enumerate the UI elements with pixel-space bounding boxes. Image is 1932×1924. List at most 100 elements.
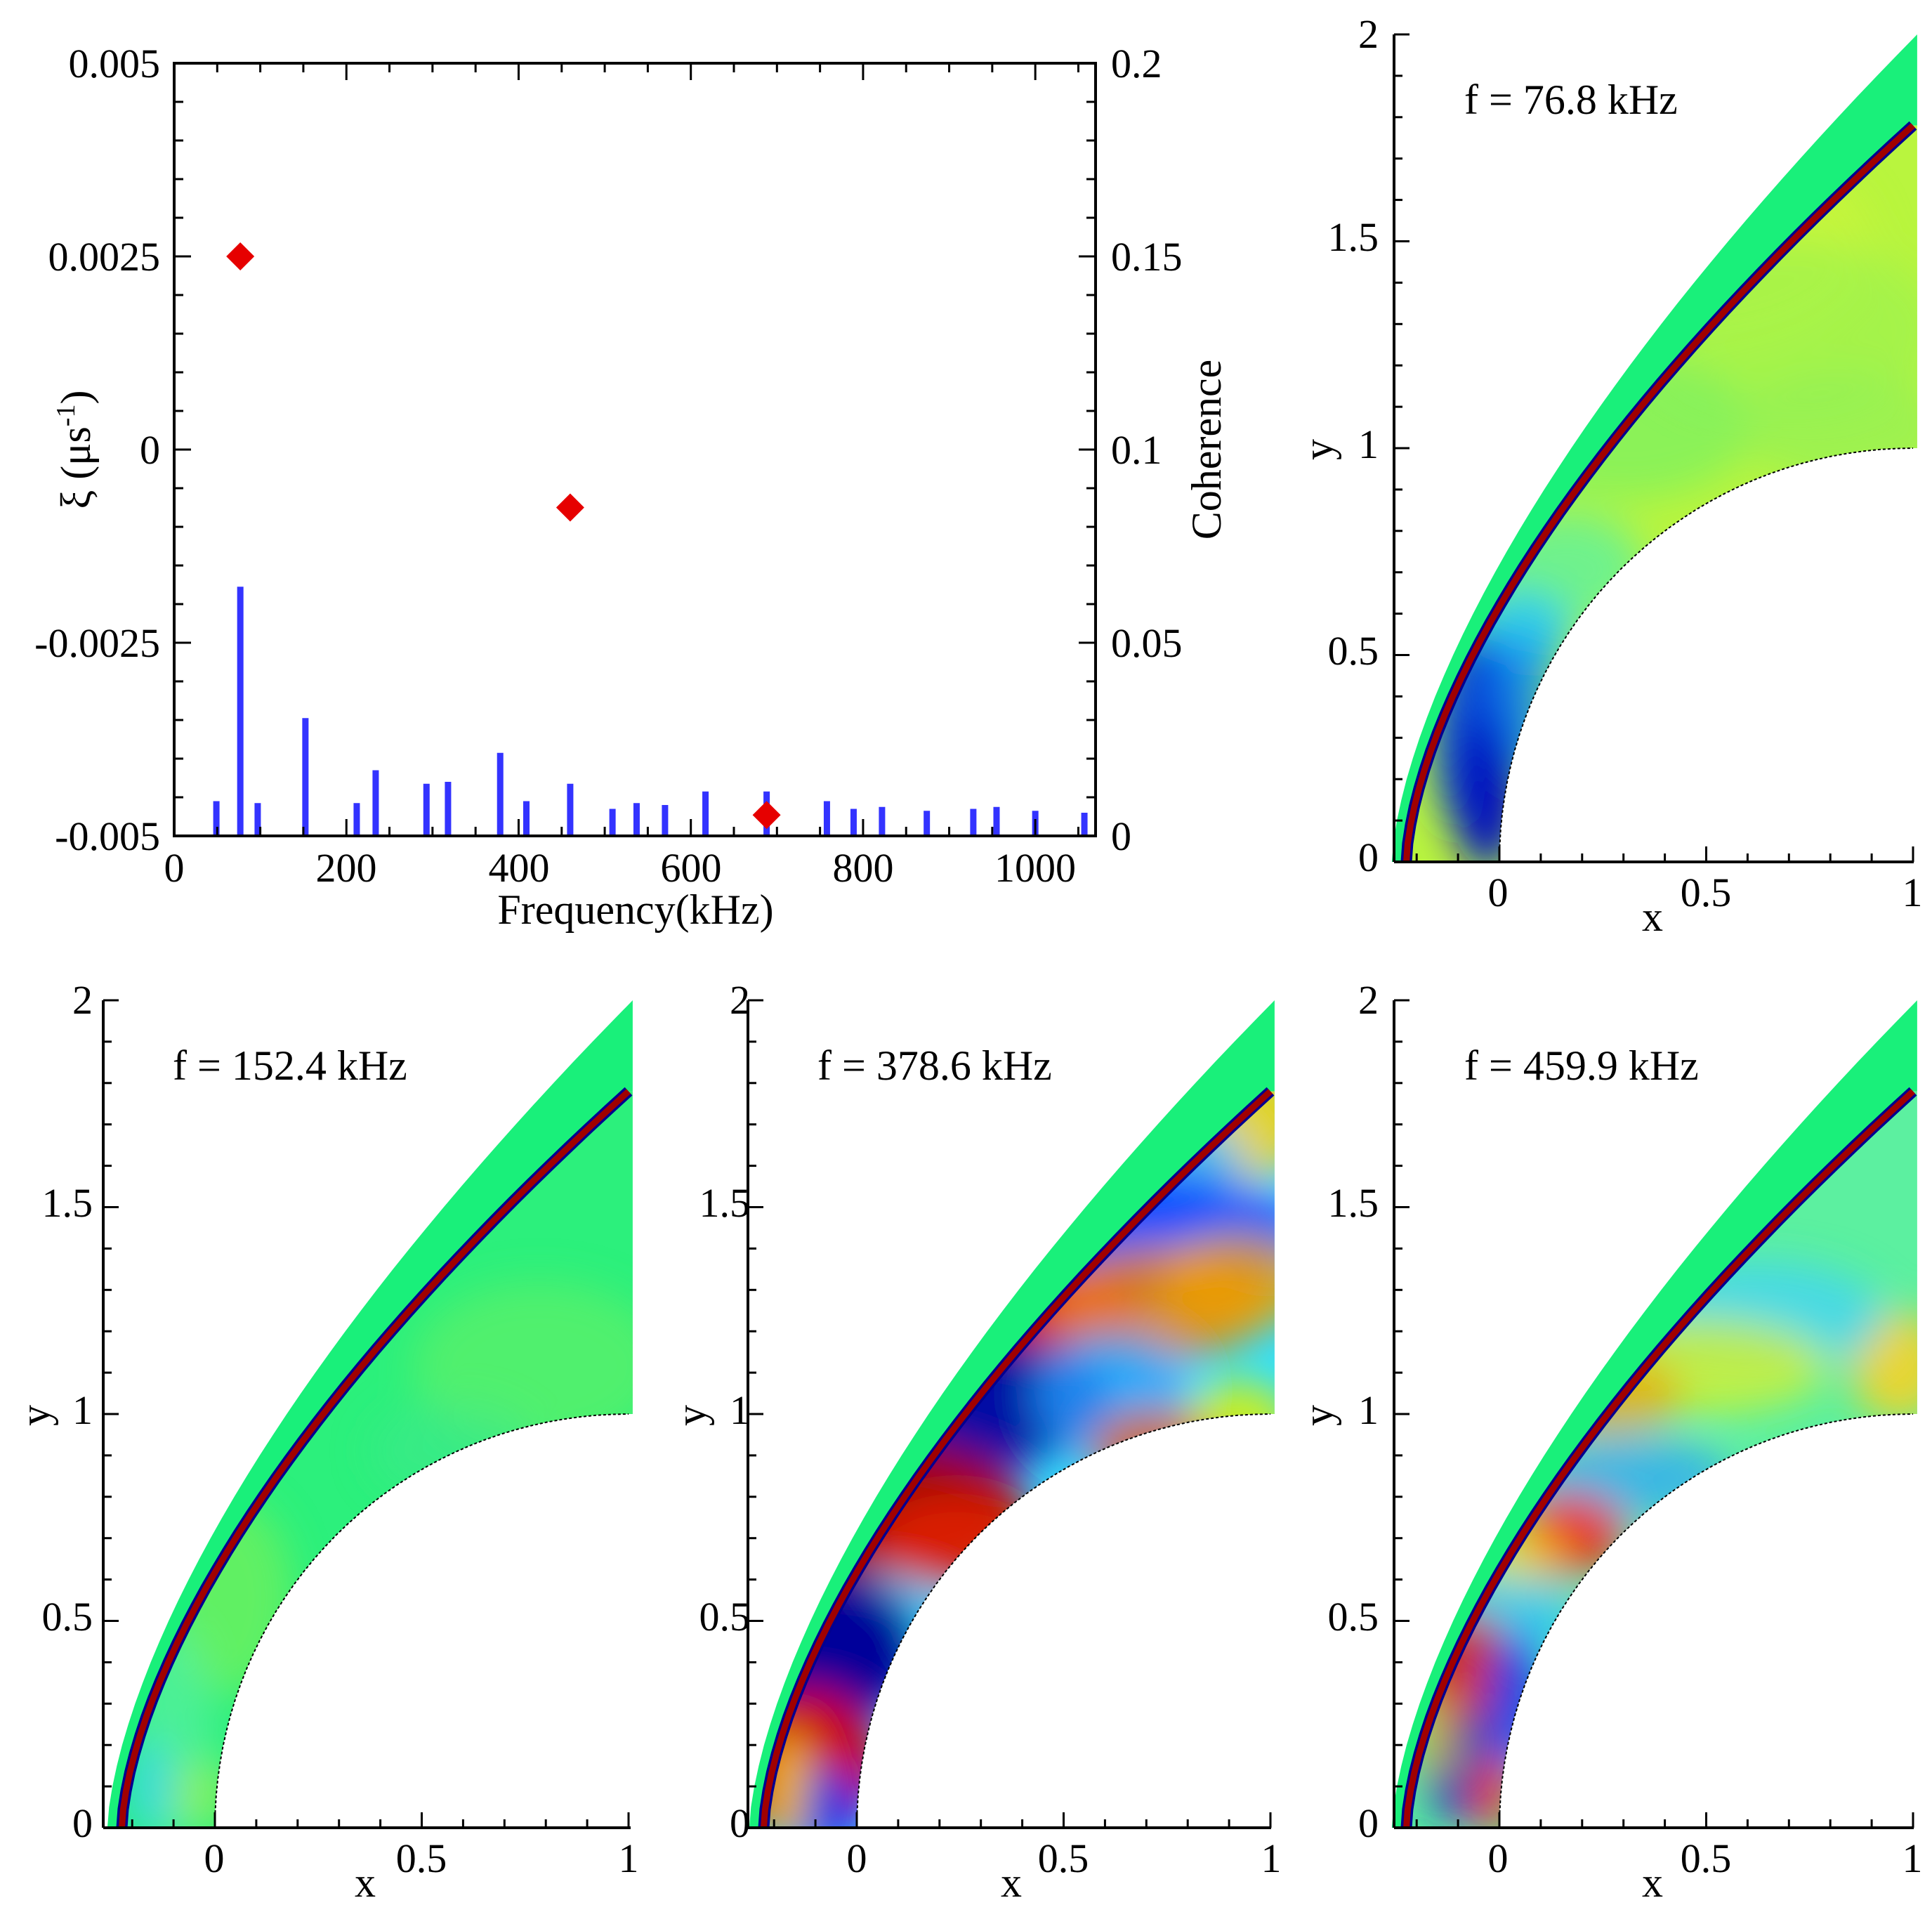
coherence-bar bbox=[302, 718, 309, 836]
coherence-bar bbox=[237, 587, 244, 836]
y-tick-label: 1 bbox=[1358, 1387, 1379, 1433]
y-left-axis-title: ξ (μs-1) bbox=[51, 391, 99, 509]
x-tick-label: 600 bbox=[661, 845, 722, 891]
contour-panel-f3: 0 0.5 1 1.5 2 0 0.5 1 x y f = 378.6 kHz bbox=[668, 977, 1282, 1906]
coherence-bar bbox=[445, 782, 452, 836]
y-tick-label: 0 bbox=[730, 1800, 750, 1846]
y-tick-label: 1 bbox=[730, 1387, 750, 1433]
y-tick-label: 2 bbox=[1358, 977, 1379, 1023]
y-tick-label: 1.5 bbox=[1328, 1180, 1379, 1226]
coherence-bar bbox=[497, 752, 504, 836]
coherence-bar bbox=[567, 783, 574, 836]
panel-axes bbox=[1393, 33, 1914, 863]
x-tick-label: 1 bbox=[1903, 870, 1923, 915]
y-tick-label: 0.5 bbox=[1328, 628, 1379, 674]
y-axis-title: y bbox=[12, 1405, 58, 1426]
body-surface bbox=[214, 1413, 629, 1828]
panel-axes bbox=[1393, 999, 1914, 1829]
contour-blob bbox=[1181, 1380, 1275, 1465]
x-axis-title: x bbox=[355, 1859, 376, 1906]
x-tick-label: 0 bbox=[204, 1835, 225, 1881]
spectrum-ticks bbox=[173, 62, 1096, 837]
coherence-bar bbox=[423, 783, 430, 836]
xi-marker bbox=[752, 801, 781, 830]
y-tick-label: 1.5 bbox=[699, 1180, 751, 1226]
coherence-bar bbox=[523, 801, 530, 836]
y-left-tick-label: 0.0025 bbox=[48, 234, 161, 280]
x-tick-label: 0 bbox=[1488, 870, 1509, 915]
y-tick-label: 2 bbox=[730, 977, 750, 1023]
y-axis-title: y bbox=[668, 1405, 714, 1426]
contour-blob bbox=[1471, 1753, 1513, 1828]
y-tick-label: 0 bbox=[1358, 835, 1379, 880]
x-tick-label: 0 bbox=[847, 1835, 867, 1881]
y-left-tick-label: -0.005 bbox=[55, 813, 160, 859]
xi-markers bbox=[226, 242, 781, 830]
y-left-tick-label: 0.005 bbox=[69, 41, 161, 86]
y-right-tick-label: 0.05 bbox=[1111, 620, 1183, 666]
x-tick-label: 0 bbox=[1488, 1835, 1509, 1881]
contour-blob bbox=[1499, 632, 1556, 773]
y-tick-label: 1.5 bbox=[1328, 214, 1379, 260]
coherence-bar bbox=[353, 803, 360, 836]
x-axis-title: x bbox=[1642, 894, 1663, 940]
y-tick-label: 1.5 bbox=[42, 1180, 93, 1226]
shock-line bbox=[1403, 1089, 1916, 1828]
x-tick-label: 400 bbox=[489, 845, 550, 891]
y-tick-label: 0.5 bbox=[42, 1594, 93, 1640]
x-tick-label: 0 bbox=[164, 845, 185, 891]
y-left-tick-label: -0.0025 bbox=[34, 620, 160, 666]
x-axis-title: Frequency(kHz) bbox=[497, 886, 773, 933]
x-tick-label: 1 bbox=[619, 1835, 639, 1881]
coherence-bar bbox=[879, 806, 886, 836]
y-tick-label: 1 bbox=[1358, 421, 1379, 467]
plot-frame bbox=[173, 62, 1097, 837]
coherence-bar bbox=[609, 809, 616, 836]
panel-axes bbox=[102, 999, 631, 1829]
coherence-bar bbox=[213, 801, 220, 836]
x-axis-title: x bbox=[1642, 1859, 1663, 1906]
x-tick-label: 0.5 bbox=[396, 1835, 447, 1881]
coherence-bars bbox=[213, 587, 1088, 836]
x-tick-label: 1 bbox=[1903, 1835, 1923, 1881]
contour-panel-f1: 0 0.5 1 1.5 2 0 0.5 1 x y f = 76.8 kHz bbox=[1295, 11, 1923, 940]
y-right-axis-title: Coherence bbox=[1183, 360, 1230, 540]
y-tick-label: 2 bbox=[1358, 11, 1379, 57]
coherence-bar bbox=[993, 806, 1000, 836]
y-right-tick-label: 0.2 bbox=[1111, 41, 1162, 86]
xi-marker bbox=[226, 242, 255, 270]
y-axis-title: y bbox=[1295, 439, 1341, 460]
spectrum-chart: 0 200 400 600 800 1000 0.005 0.0025 0 -0… bbox=[34, 41, 1230, 933]
x-tick-label: 0.5 bbox=[1681, 870, 1732, 915]
coherence-bar bbox=[702, 791, 709, 836]
coherence-bar bbox=[850, 809, 857, 836]
y-right-tick-label: 0.15 bbox=[1111, 234, 1183, 280]
frequency-label: f = 76.8 kHz bbox=[1464, 77, 1678, 123]
coherence-bar bbox=[372, 770, 379, 836]
x-tick-label: 200 bbox=[316, 845, 377, 891]
contour-blob bbox=[1485, 1633, 1549, 1774]
y-left-tick-label: 0 bbox=[140, 427, 160, 473]
x-tick-label: 1 bbox=[1261, 1835, 1282, 1881]
coherence-bar bbox=[823, 801, 830, 836]
y-right-tick-label: 0 bbox=[1111, 813, 1131, 859]
frequency-label: f = 459.9 kHz bbox=[1464, 1042, 1699, 1089]
y-axis-title: y bbox=[1295, 1405, 1341, 1426]
contour-panel-f4: 0 0.5 1 1.5 2 0 0.5 1 x y f = 459.9 kHz bbox=[1295, 977, 1923, 1906]
x-axis-title: x bbox=[1001, 1859, 1022, 1906]
contour-blob bbox=[1160, 1233, 1275, 1331]
y-right-tick-label: 0.1 bbox=[1111, 427, 1162, 473]
coherence-bar bbox=[662, 805, 669, 836]
x-tick-label: 1000 bbox=[994, 845, 1076, 891]
panel-axes bbox=[747, 999, 1272, 1829]
coherence-bar bbox=[633, 803, 640, 836]
shock-line bbox=[119, 1089, 631, 1828]
x-tick-label: 800 bbox=[833, 845, 894, 891]
y-tick-label: 0 bbox=[72, 1800, 93, 1846]
x-tick-label: 0.5 bbox=[1681, 1835, 1732, 1881]
frequency-label: f = 152.4 kHz bbox=[173, 1042, 407, 1089]
x-tick-label: 0.5 bbox=[1038, 1835, 1089, 1881]
coherence-bar bbox=[1081, 813, 1088, 836]
y-tick-label: 1 bbox=[72, 1387, 93, 1433]
